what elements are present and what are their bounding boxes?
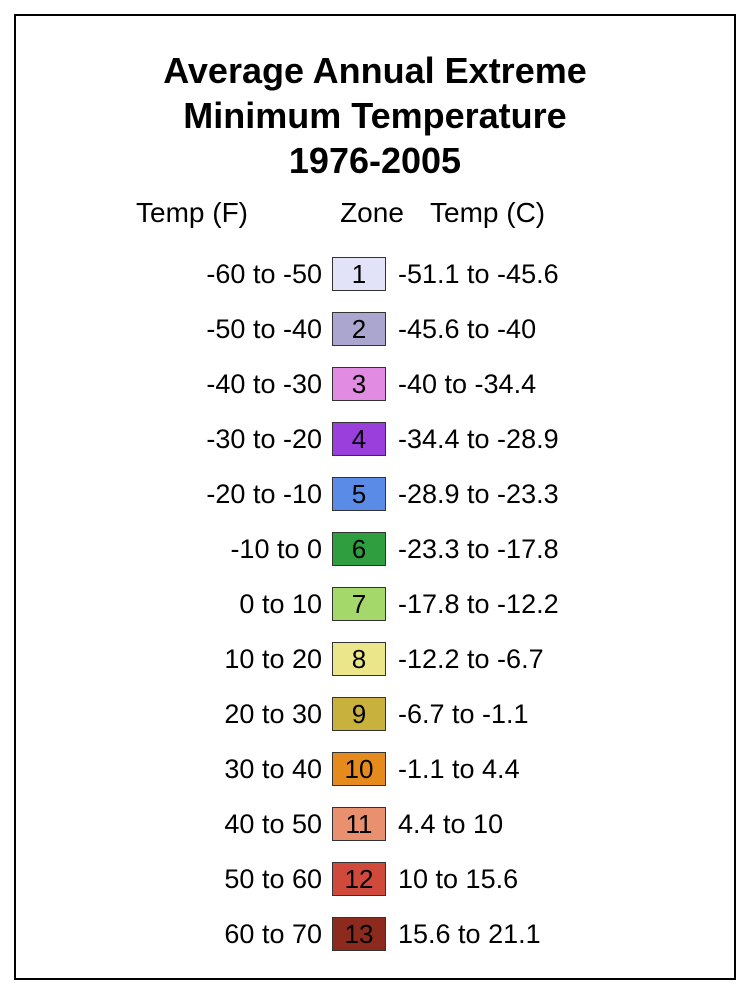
temp-f-value: 30 to 40 [116,754,332,785]
legend-row: -10 to 0 6 -23.3 to -17.8 [116,530,734,568]
temp-f-value: -50 to -40 [116,314,332,345]
header-temp-c: Temp (C) [418,197,638,229]
zone-swatch: 12 [332,862,386,896]
zone-swatch: 13 [332,917,386,951]
zone-swatch: 7 [332,587,386,621]
temp-c-value: -23.3 to -17.8 [386,534,626,565]
temp-f-value: 10 to 20 [116,644,332,675]
legend-row: -30 to -20 4 -34.4 to -28.9 [116,420,734,458]
legend-frame: Average Annual Extreme Minimum Temperatu… [14,14,736,980]
legend-row: -50 to -40 2 -45.6 to -40 [116,310,734,348]
zone-swatch: 6 [332,532,386,566]
temp-f-value: 60 to 70 [116,919,332,950]
zone-swatch: 4 [332,422,386,456]
temp-f-value: -60 to -50 [116,259,332,290]
legend-title: Average Annual Extreme Minimum Temperatu… [16,48,734,183]
zone-number: 5 [352,479,366,510]
header-zone: Zone [326,197,418,229]
legend-row: 0 to 10 7 -17.8 to -12.2 [116,585,734,623]
legend-row: 50 to 60 12 10 to 15.6 [116,860,734,898]
temp-f-value: 0 to 10 [116,589,332,620]
zone-swatch: 11 [332,807,386,841]
legend-row: 20 to 30 9 -6.7 to -1.1 [116,695,734,733]
zone-swatch: 2 [332,312,386,346]
temp-c-value: -1.1 to 4.4 [386,754,626,785]
zone-swatch: 10 [332,752,386,786]
header-temp-f: Temp (F) [136,197,326,229]
temp-c-value: -45.6 to -40 [386,314,626,345]
zone-number: 12 [345,864,374,895]
zone-swatch: 1 [332,257,386,291]
zone-number: 4 [352,424,366,455]
legend-rows: -60 to -50 1 -51.1 to -45.6 -50 to -40 2 -45.… [16,255,734,953]
temp-f-value: -40 to -30 [116,369,332,400]
title-line-1: Average Annual Extreme [16,48,734,93]
title-line-2: Minimum Temperature [16,93,734,138]
zone-number: 2 [352,314,366,345]
legend-row: 10 to 20 8 -12.2 to -6.7 [116,640,734,678]
legend-row: -60 to -50 1 -51.1 to -45.6 [116,255,734,293]
legend-row: -20 to -10 5 -28.9 to -23.3 [116,475,734,513]
temp-c-value: 15.6 to 21.1 [386,919,626,950]
temp-f-value: -30 to -20 [116,424,332,455]
zone-number: 6 [352,534,366,565]
column-headers: Temp (F) Zone Temp (C) [16,197,734,229]
zone-number: 3 [352,369,366,400]
temp-f-value: -10 to 0 [116,534,332,565]
temp-c-value: -17.8 to -12.2 [386,589,626,620]
legend-row: 40 to 50 11 4.4 to 10 [116,805,734,843]
legend-row: -40 to -30 3 -40 to -34.4 [116,365,734,403]
temp-c-value: -6.7 to -1.1 [386,699,626,730]
temp-f-value: 20 to 30 [116,699,332,730]
zone-swatch: 3 [332,367,386,401]
zone-number: 13 [345,919,374,950]
temp-f-value: 40 to 50 [116,809,332,840]
temp-c-value: 10 to 15.6 [386,864,626,895]
zone-swatch: 5 [332,477,386,511]
temp-c-value: -40 to -34.4 [386,369,626,400]
zone-number: 10 [345,754,374,785]
zone-number: 9 [352,699,366,730]
temp-c-value: -28.9 to -23.3 [386,479,626,510]
zone-swatch: 8 [332,642,386,676]
zone-number: 1 [352,259,366,290]
zone-swatch: 9 [332,697,386,731]
zone-number: 7 [352,589,366,620]
temp-c-value: -12.2 to -6.7 [386,644,626,675]
zone-number: 8 [352,644,366,675]
title-line-3: 1976-2005 [16,138,734,183]
temp-f-value: -20 to -10 [116,479,332,510]
temp-c-value: 4.4 to 10 [386,809,626,840]
legend-row: 30 to 40 10 -1.1 to 4.4 [116,750,734,788]
temp-c-value: -34.4 to -28.9 [386,424,626,455]
zone-number: 11 [346,809,373,840]
legend-row: 60 to 70 13 15.6 to 21.1 [116,915,734,953]
temp-c-value: -51.1 to -45.6 [386,259,626,290]
temp-f-value: 50 to 60 [116,864,332,895]
